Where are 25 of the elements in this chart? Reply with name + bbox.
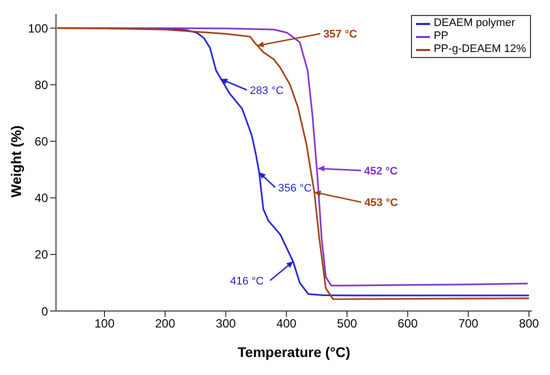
y-tick-label: 20 (34, 248, 48, 262)
y-tick-label: 40 (34, 191, 48, 206)
y-tick-label: 60 (34, 134, 48, 149)
x-tick-label: 700 (458, 316, 479, 331)
x-tick-label: 300 (216, 316, 236, 331)
y-tick-label: 100 (28, 21, 48, 36)
x-tick-label: 400 (276, 316, 297, 331)
annotation: 416 °C (230, 276, 264, 288)
y-axis-title: Weight (%) (8, 125, 24, 198)
x-tick-label: 100 (94, 316, 115, 331)
annotation: 356 °C (278, 182, 312, 194)
legend-label: PP (434, 30, 448, 43)
x-tick-label: 200 (155, 316, 176, 331)
annotation: 357 °C (323, 28, 358, 41)
x-axis-title: Temperature (°C) (238, 344, 350, 360)
legend-label: DEAEM polymer (434, 17, 515, 30)
y-tick-label: 0 (41, 304, 48, 318)
y-tick-label: 80 (34, 78, 48, 92)
x-tick-label: 500 (337, 316, 358, 331)
annotation: 283 °C (250, 85, 284, 98)
x-tick-label: 800 (518, 316, 540, 331)
legend-label: PP-g-DEAEM 12% (434, 43, 526, 56)
annotation: 452 °C (364, 166, 398, 178)
x-tick-label: 600 (398, 316, 418, 331)
annotation: 453 °C (364, 197, 398, 210)
